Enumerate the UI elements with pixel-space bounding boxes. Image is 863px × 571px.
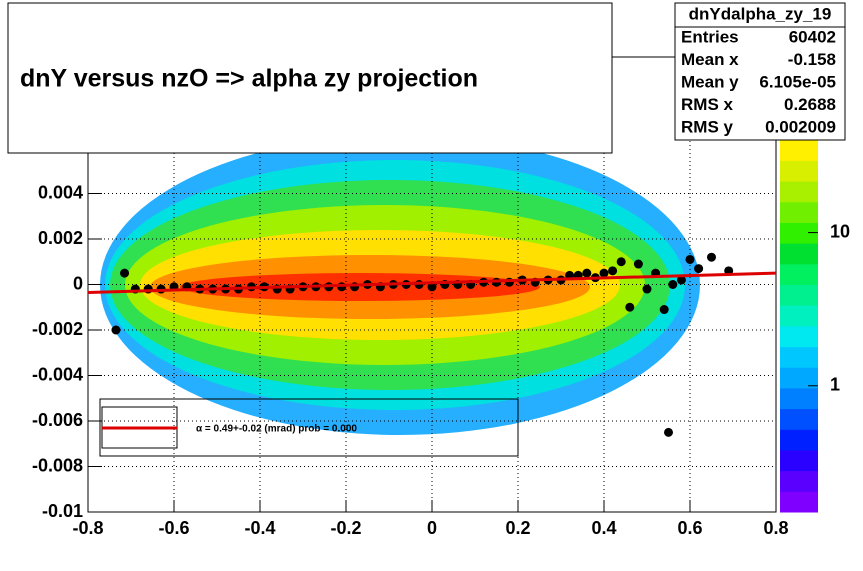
z-tick-label: 1: [830, 375, 840, 395]
x-tick-label: -0.2: [330, 518, 361, 538]
palette-band: [780, 201, 818, 223]
fit-line: [87, 271, 777, 294]
profile-point: [707, 252, 716, 262]
y-tick-label: -0.008: [32, 455, 83, 475]
palette-band: [780, 367, 818, 389]
profile-point: [659, 305, 669, 315]
y-tick-label: 0.002: [38, 228, 83, 248]
profile-point: [668, 280, 678, 289]
profile-point: [120, 268, 130, 278]
z-tick-label: 10: [830, 221, 850, 241]
chart-title: dnY versus nzO => alpha zy projection: [20, 65, 478, 93]
legend-text: α = 0.49+-0.02 (mrad) prob = 0.000: [196, 424, 357, 435]
palette-band: [780, 387, 818, 410]
stats-box: [674, 2, 846, 141]
palette-band: [780, 470, 818, 492]
x-tick-label: 0.6: [677, 518, 702, 538]
title-box: [7, 2, 613, 154]
x-tick-label: -0.6: [158, 518, 189, 538]
profile-point: [664, 427, 673, 437]
profile-point: [676, 275, 686, 285]
x-tick-label: 0.8: [763, 518, 788, 538]
y-tick-label: -0.01: [42, 501, 83, 521]
y-tick-label: -0.002: [32, 319, 83, 339]
profile-point: [694, 264, 704, 274]
stats-label: Entries: [681, 27, 739, 46]
stats-value: -0.158: [788, 50, 836, 69]
palette-band: [780, 449, 818, 472]
palette-band: [780, 243, 818, 265]
palette-band: [780, 325, 818, 348]
x-tick-label: -0.4: [244, 518, 275, 538]
palette-band: [780, 160, 818, 182]
profile-point: [616, 257, 626, 267]
palette-band: [780, 346, 818, 368]
stats-label: Mean y: [681, 72, 739, 91]
profile-point: [111, 325, 121, 335]
profile-point: [582, 268, 592, 278]
y-tick-label: 0: [73, 273, 83, 293]
palette-band: [780, 284, 818, 306]
x-tick-label: -0.8: [72, 518, 103, 538]
palette-band: [780, 263, 818, 285]
y-tick-label: 0.004: [38, 182, 83, 202]
stats-label: Mean x: [681, 50, 739, 69]
palette-band: [780, 491, 818, 513]
profile-point: [599, 268, 609, 278]
heat-zone: [180, 273, 540, 301]
palette-band: [780, 408, 818, 430]
profile-point: [625, 302, 635, 312]
profile-point: [685, 254, 695, 264]
profile-point: [633, 259, 643, 269]
legend-box: [99, 398, 519, 457]
stats-name: dnYdalpha_zy_19: [689, 4, 832, 23]
palette-band: [780, 222, 818, 244]
palette-band: [780, 305, 818, 327]
stats-label: RMS y: [681, 117, 734, 136]
stats-label: RMS x: [681, 95, 734, 114]
palette-band: [780, 181, 818, 203]
stats-value: 0.002009: [765, 117, 836, 136]
profile-point: [427, 282, 437, 292]
x-tick-label: 0.4: [591, 518, 616, 538]
y-tick-label: -0.006: [32, 410, 83, 430]
stats-value: 0.2688: [784, 95, 836, 114]
y-tick-label: -0.004: [32, 364, 83, 384]
x-tick-label: 0: [427, 518, 437, 538]
stats-value: 60402: [789, 27, 836, 46]
profile-point: [642, 284, 652, 294]
palette-band: [780, 139, 818, 161]
stats-value: 6.105e-05: [759, 72, 836, 91]
palette-band: [780, 429, 818, 451]
x-tick-label: 0.2: [505, 518, 530, 538]
profile-point: [608, 266, 618, 276]
